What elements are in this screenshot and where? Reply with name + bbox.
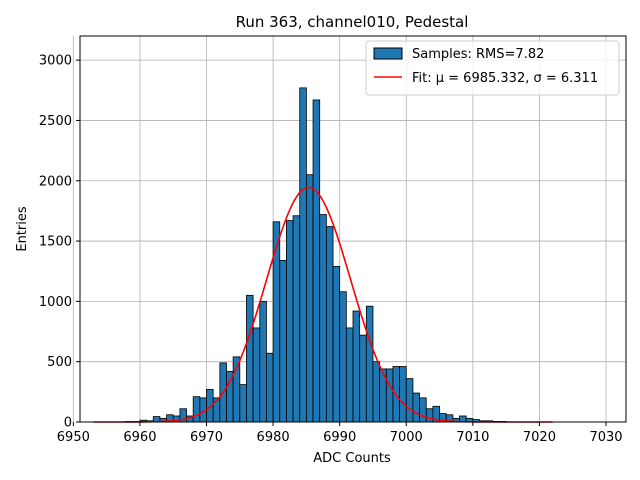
y-tick-label: 1500 [39, 235, 72, 250]
histogram-bar [372, 361, 381, 423]
histogram-bar [339, 291, 347, 423]
histogram-bar [385, 368, 394, 423]
x-axis-label: ADC Counts [313, 451, 391, 466]
y-tick-label: 1000 [39, 295, 72, 310]
histogram-bar [259, 300, 267, 423]
x-tick-label: 6960 [123, 430, 156, 445]
legend-box [365, 40, 620, 96]
x-tick-label: 6970 [190, 430, 223, 445]
histogram-bar [226, 370, 234, 423]
y-tick-label: 3000 [39, 54, 72, 69]
x-tick-label: 6990 [323, 430, 356, 445]
histogram-bar [239, 384, 247, 423]
y-tick-label: 500 [47, 355, 72, 370]
legend: Samples: RMS=7.82 Fit: μ = 6985.332, σ =… [365, 40, 620, 96]
chart-title: Run 363, channel010, Pedestal [236, 13, 469, 31]
histogram-bar [359, 334, 367, 423]
x-axis-ticks: 6950 6960 6970 6980 6990 7000 7010 7020 7030 [57, 422, 623, 445]
histogram-bar [319, 214, 327, 423]
y-tick-label: 0 [64, 416, 72, 431]
histogram-bar [425, 408, 434, 423]
histogram-bar [325, 226, 334, 423]
y-tick-label: 2500 [39, 114, 72, 129]
histogram-bars [126, 87, 507, 423]
legend-histogram-label: Samples: RMS=7.82 [412, 47, 544, 62]
histogram-bar [365, 305, 374, 423]
histogram-bar [419, 397, 427, 423]
histogram-bar [405, 378, 414, 423]
histogram-bar [252, 327, 261, 423]
histogram-bar [345, 327, 354, 423]
y-axis-label: Entries [15, 206, 30, 252]
x-tick-label: 7020 [523, 430, 556, 445]
histogram-bar [305, 174, 314, 423]
x-tick-label: 6980 [257, 430, 290, 445]
histogram-bar [332, 265, 341, 423]
histogram-bar [279, 259, 287, 423]
histogram-bar [272, 221, 281, 423]
histogram-bar [192, 396, 201, 423]
legend-histogram-swatch [373, 47, 403, 60]
histogram-bar [299, 87, 307, 423]
y-tick-label: 2000 [39, 174, 72, 189]
histogram-bar [412, 392, 420, 423]
y-axis-ticks: 0 500 1000 1500 2000 2500 3000 [39, 54, 80, 431]
histogram-bar [292, 215, 301, 423]
histogram-bar [266, 352, 274, 423]
plot-frame [79, 35, 627, 423]
histogram-bar [312, 99, 321, 423]
legend-fit-label: Fit: μ = 6985.332, σ = 6.311 [412, 71, 598, 86]
x-tick-label: 7000 [390, 430, 423, 445]
histogram-bar [246, 294, 254, 423]
x-tick-label: 7030 [589, 430, 622, 445]
histogram-bar [352, 310, 361, 423]
histogram-bar [286, 220, 294, 423]
histogram-bar [399, 366, 407, 423]
x-tick-label: 6950 [57, 430, 90, 445]
x-tick-label: 7010 [456, 430, 489, 445]
